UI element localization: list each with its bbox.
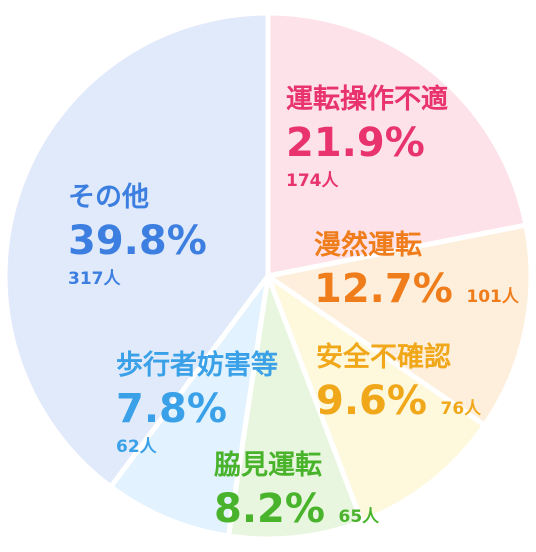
slice-count: 101人	[466, 287, 519, 307]
label-other: その他 39.8% 317人	[68, 184, 207, 288]
slice-name: 運転操作不適	[286, 84, 448, 115]
pie-slice-careless-driving	[265, 222, 534, 428]
slice-percent: 39.8%	[68, 218, 207, 264]
slice-percent: 9.6%	[316, 378, 427, 424]
pie-slice-safety-check-failure	[265, 273, 488, 525]
label-unsafe-operation: 運転操作不適 21.9% 174人	[286, 86, 448, 190]
slice-count: 174人	[286, 171, 339, 191]
slice-count: 76人	[440, 399, 482, 419]
label-careless-driving: 漫然運転 12.7% 101人	[314, 232, 519, 309]
slice-name: 安全不確認	[316, 342, 451, 373]
slice-count: 317人	[68, 269, 121, 289]
pie-slice-unsafe-operation	[265, 10, 529, 279]
slice-percent: 7.8%	[116, 386, 227, 432]
slice-name: 歩行者妨害等	[116, 350, 278, 381]
label-inattentive-driving: 脇見運転 8.2% 65人	[214, 452, 379, 529]
slice-percent: 8.2%	[214, 486, 325, 532]
slice-name: その他	[68, 182, 149, 213]
label-safety-check-failure: 安全不確認 9.6% 76人	[316, 344, 481, 421]
label-pedestrian-obstruction: 歩行者妨害等 7.8% 62人	[116, 352, 278, 456]
slice-count: 65人	[338, 507, 380, 527]
slice-count: 62人	[116, 437, 157, 457]
pie-slice-other	[2, 10, 271, 490]
pie-slice-pedestrian-obstruction	[108, 273, 271, 539]
slice-percent: 21.9%	[286, 120, 425, 166]
slice-percent: 12.7%	[314, 266, 453, 312]
slice-name: 漫然運転	[314, 230, 422, 261]
slice-name: 脇見運転	[214, 450, 322, 481]
pie-slice-inattentive-driving	[225, 273, 365, 542]
